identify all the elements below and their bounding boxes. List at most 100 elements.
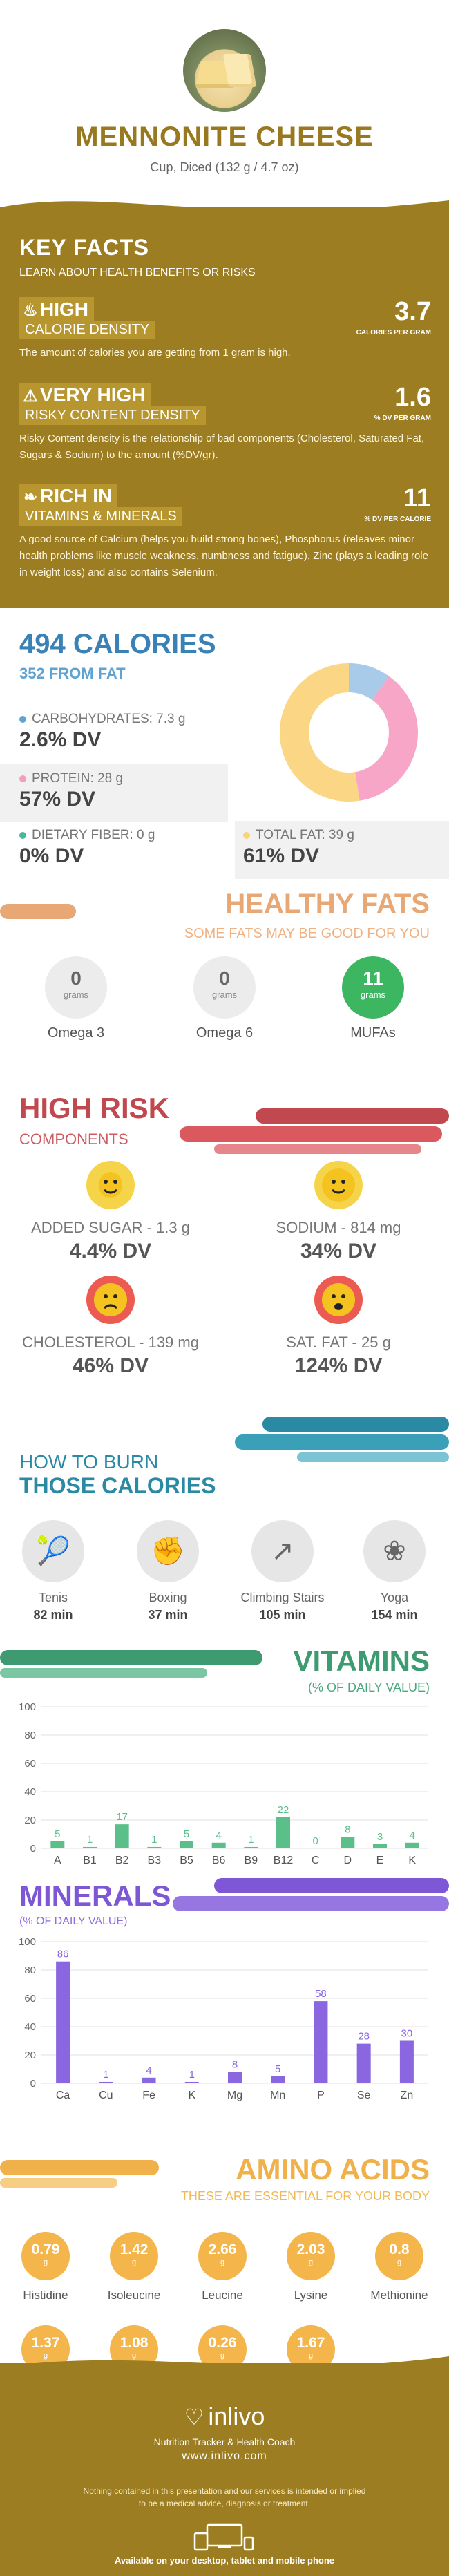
minerals-bar-chart: 0 20 40 60 80 100 86 Ca 1 Cu 4 Fe 1 K 8 Mg 5 Mn 58 P 28 Se 30 Z… xyxy=(19,1936,428,2101)
amino-name: Methionine xyxy=(370,2289,428,2302)
bar-ca xyxy=(56,1961,70,2083)
amino-acids-subtitle: THESE ARE ESSENTIAL FOR YOUR BODY xyxy=(180,2189,430,2203)
decorative-stripe xyxy=(0,904,76,919)
amino-name: Isoleucine xyxy=(107,2289,161,2302)
bar-value-label: 5 xyxy=(55,1828,60,1840)
worried-face-icon xyxy=(314,1276,363,1324)
fact-value: 3.7 xyxy=(394,297,431,326)
y-tick-label: 0 xyxy=(30,2078,36,2090)
bar-value-label: 86 xyxy=(57,1949,69,1960)
amino-unit: g xyxy=(131,2351,137,2360)
amino-unit: g xyxy=(43,2351,48,2360)
minerals-subtitle: (% OF DAILY VALUE) xyxy=(19,1915,128,1927)
y-tick-label: 100 xyxy=(19,1936,36,1948)
bar-value-label: 4 xyxy=(146,2065,151,2076)
fact-label: VITAMINS & MINERALS xyxy=(19,507,182,526)
nutrient-protein: PROTEIN: 28 g 57% DV xyxy=(19,771,123,811)
x-tick-label: D xyxy=(344,1855,352,1866)
serving-size: Cup, Diced (132 g / 4.7 oz) xyxy=(150,160,299,174)
y-tick-label: 100 xyxy=(19,1701,36,1713)
leaf-icon: ❧ xyxy=(23,488,38,506)
website-link[interactable]: www.inlivo.com xyxy=(182,2450,267,2462)
x-tick-label: Ca xyxy=(56,2090,70,2101)
fact-unit: % DV PER CALORIE xyxy=(364,515,431,523)
calories-section: 494 CALORIES 352 FROM FAT CARBOHYDRATES:… xyxy=(0,608,449,884)
decorative-stripe xyxy=(173,1878,449,1911)
x-tick-label: E xyxy=(376,1855,384,1866)
risk-added-sugar: ADDED SUGAR - 1.3 g 4.4% DV xyxy=(7,1161,214,1263)
fact-level: VERY HIGH xyxy=(40,384,146,406)
amino-value: 1.08 xyxy=(120,2335,149,2351)
nutrient-row-bg xyxy=(235,821,449,879)
bar-value-label: 30 xyxy=(401,2028,413,2040)
bar-p xyxy=(314,2001,328,2083)
bar-value-label: 1 xyxy=(151,1834,157,1846)
bar-value-label: 1 xyxy=(248,1834,254,1846)
amino-value: 2.66 xyxy=(208,2242,237,2257)
fact-calorie-density: ♨ HIGH CALORIE DENSITY 3.7 CALORIES PER G… xyxy=(19,297,431,361)
bar-zn xyxy=(399,2040,414,2083)
x-tick-label: Zn xyxy=(401,2090,414,2101)
amino-value: 0.79 xyxy=(31,2242,60,2257)
x-tick-label: B6 xyxy=(212,1855,226,1866)
fact-description: The amount of calories you are getting f… xyxy=(19,347,291,359)
amino-name: Histidine xyxy=(23,2289,68,2302)
bar-value-label: 1 xyxy=(189,2069,195,2081)
bar-mg xyxy=(228,2072,242,2083)
x-tick-label: A xyxy=(54,1855,61,1866)
bar-b1 xyxy=(83,1846,97,1848)
amino-unit: g xyxy=(220,2258,225,2266)
x-tick-label: B2 xyxy=(115,1855,129,1866)
fat-omega-6: 0 grams Omega 6 xyxy=(176,956,273,1041)
amino-unit: g xyxy=(397,2258,402,2266)
y-tick-label: 0 xyxy=(30,1843,36,1855)
amino-badge: 2.03 g xyxy=(287,2232,335,2280)
donut-slice-fat xyxy=(280,663,360,802)
amino-histidine: 0.79 g Histidine xyxy=(1,2232,90,2302)
y-tick-label: 20 xyxy=(24,2049,36,2061)
fact-label: RISKY CONTENT DENSITY xyxy=(19,406,206,425)
amino-badge: 0.79 g xyxy=(21,2232,70,2280)
amino-methionine: 0.8 g Methionine xyxy=(355,2232,443,2302)
x-tick-label: Cu xyxy=(99,2090,113,2101)
happy-face-icon xyxy=(86,1161,135,1209)
vitamins-subtitle: (% OF DAILY VALUE) xyxy=(307,1680,430,1694)
decorative-stripe xyxy=(235,1417,449,1462)
bar-value-label: 8 xyxy=(232,2059,238,2071)
cheese-photo xyxy=(183,29,266,112)
bar-cu xyxy=(99,2081,113,2083)
bar-b5 xyxy=(180,1841,193,1848)
fact-level: HIGH xyxy=(40,299,88,320)
legend-dot xyxy=(243,831,250,839)
happy-face-icon xyxy=(314,1161,363,1209)
key-facts-title: KEY FACTS xyxy=(19,235,149,260)
x-tick-label: K xyxy=(188,2090,195,2101)
bar-value-label: 28 xyxy=(358,2031,370,2043)
burn-title-line1: HOW TO BURN xyxy=(19,1451,159,1472)
disclaimer: Nothing contained in this presentation a… xyxy=(83,2486,366,2508)
bar-value-label: 17 xyxy=(116,1811,128,1823)
x-tick-label: B5 xyxy=(180,1855,193,1866)
x-tick-label: Mg xyxy=(227,2090,242,2101)
bar-value-label: 8 xyxy=(345,1824,350,1836)
boxing-icon: ✊ xyxy=(137,1520,199,1582)
bar-value-label: 5 xyxy=(275,2063,280,2075)
section-wave xyxy=(0,594,449,615)
amino-leucine: 2.66 g Leucine xyxy=(178,2232,267,2302)
fact-description: Risky Content density is the relationshi… xyxy=(19,433,425,461)
amino-value: 1.37 xyxy=(31,2335,60,2351)
brand-logo: ♡ inlivo xyxy=(184,2402,265,2430)
decorative-stripe xyxy=(0,1650,262,1678)
tennis-icon: 🎾 xyxy=(22,1520,84,1582)
bar-b2 xyxy=(115,1824,129,1848)
fact-value: 11 xyxy=(403,484,431,513)
x-tick-label: B12 xyxy=(274,1855,294,1866)
x-tick-label: C xyxy=(312,1855,320,1866)
fact-description: A good source of Calcium (helps you buil… xyxy=(19,533,428,578)
bar-value-label: 0 xyxy=(312,1835,318,1847)
bar-fe xyxy=(142,2077,156,2083)
y-tick-label: 60 xyxy=(24,1993,36,2005)
amino-unit: g xyxy=(43,2258,48,2266)
legend-dot xyxy=(19,831,26,839)
